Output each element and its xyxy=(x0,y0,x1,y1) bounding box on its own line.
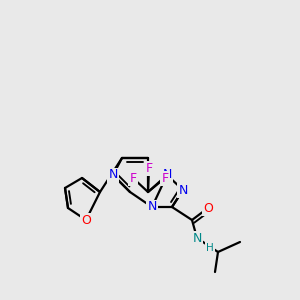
Text: F: F xyxy=(146,161,153,175)
Text: N: N xyxy=(192,232,202,244)
Text: F: F xyxy=(161,172,169,184)
Text: O: O xyxy=(81,214,91,226)
Text: N: N xyxy=(162,169,172,182)
Text: N: N xyxy=(178,184,188,196)
Text: O: O xyxy=(203,202,213,214)
Text: N: N xyxy=(108,169,118,182)
Text: N: N xyxy=(147,200,157,214)
Text: F: F xyxy=(129,172,137,184)
Text: H: H xyxy=(206,243,214,253)
